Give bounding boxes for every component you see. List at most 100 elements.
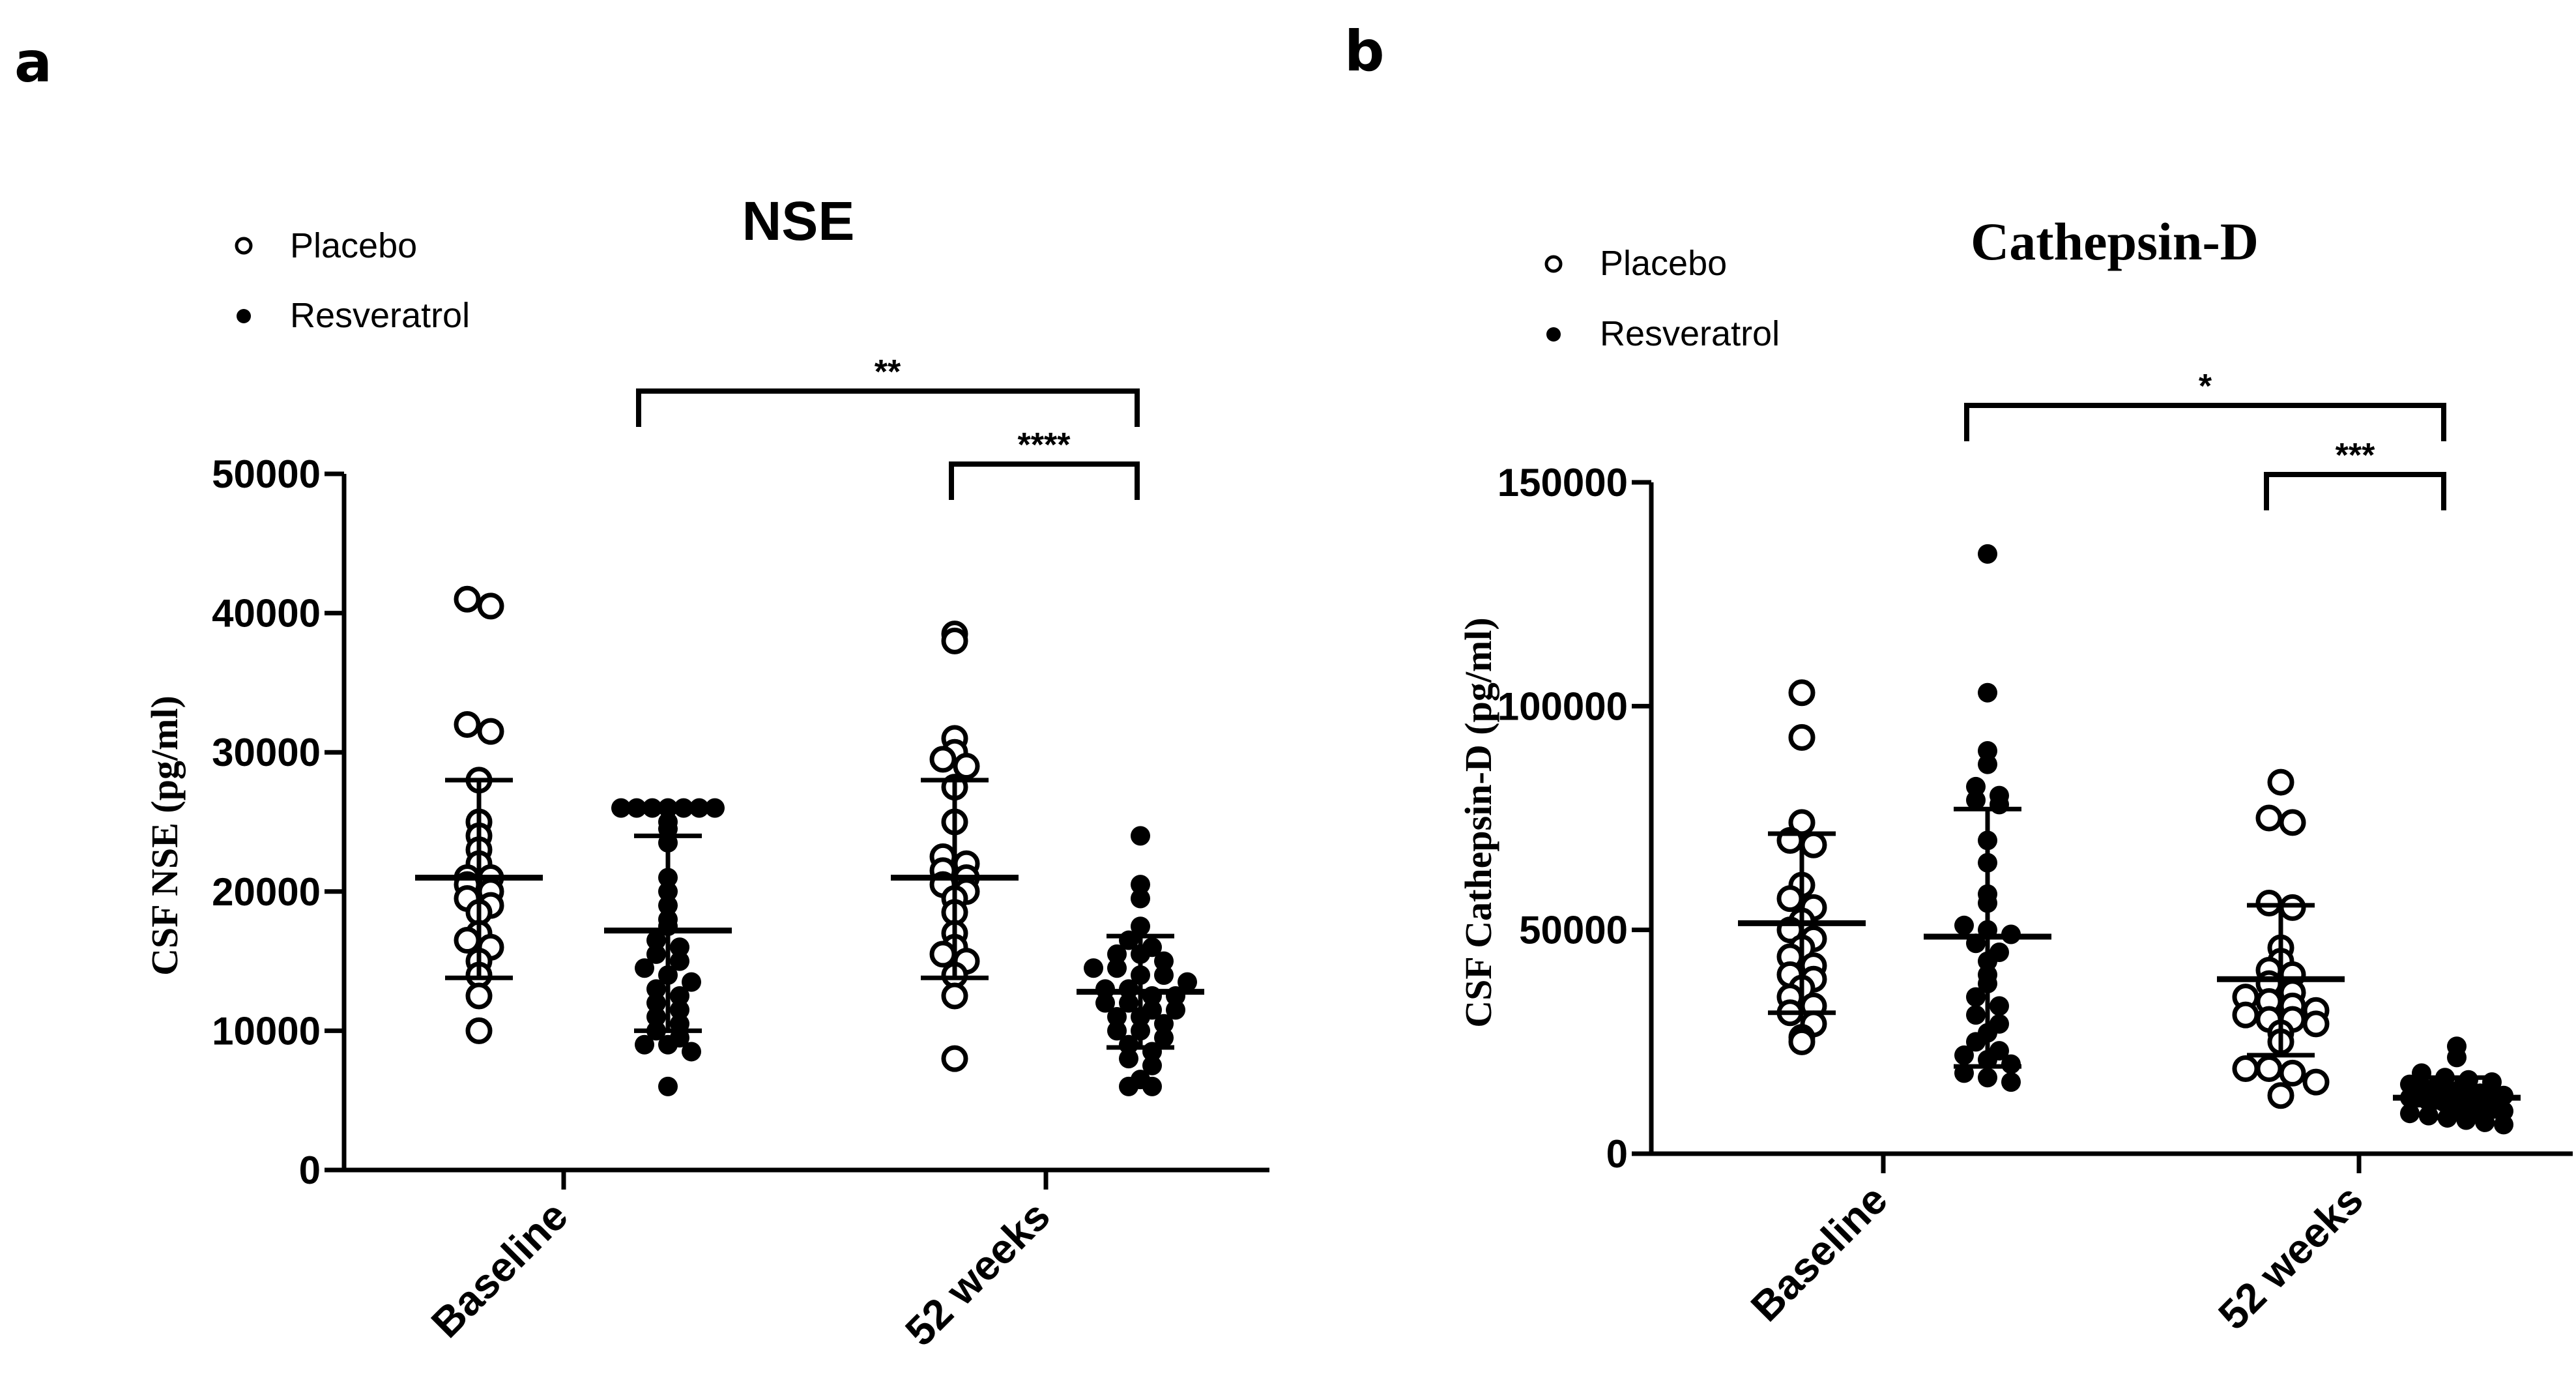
placebo-point — [2267, 1082, 2294, 1109]
resveratrol-point — [1131, 875, 1150, 895]
resveratrol-point — [1142, 1076, 1162, 1096]
panel-a-plot: 0 10000 20000 30000 40000 50000 Baseline 52 wee… — [212, 353, 1269, 1355]
placebo-point — [941, 982, 968, 1010]
legend-placebo-marker — [1544, 255, 1563, 273]
resveratrol-point — [2001, 1072, 2021, 1092]
placebo-point — [929, 746, 957, 773]
resveratrol-point — [1954, 915, 1974, 935]
y-tick-label: 0 — [299, 1148, 321, 1192]
legend-resveratrol-marker — [237, 309, 251, 323]
resveratrol-point — [689, 798, 709, 818]
placebo-point — [1800, 831, 1827, 858]
legend-placebo-marker — [235, 237, 253, 255]
placebo-point — [1788, 724, 1816, 751]
legend-resveratrol-marker — [1546, 327, 1561, 342]
placebo-point — [929, 941, 957, 968]
resveratrol-point — [1119, 1076, 1138, 1096]
resveratrol-point — [670, 951, 689, 971]
placebo-point — [1788, 679, 1816, 707]
x-category-label: 52 weeks — [2209, 1176, 2372, 1339]
resveratrol-point — [1107, 958, 1127, 978]
resveratrol-point — [646, 930, 666, 950]
placebo-point — [2255, 804, 2283, 832]
placebo-point — [2302, 1068, 2330, 1096]
placebo-point — [2302, 1010, 2330, 1038]
resveratrol-point — [1107, 1007, 1127, 1027]
panel-a-y-axis-label: CSF NSE (pg/ml) — [143, 695, 186, 976]
resveratrol-point — [646, 944, 666, 964]
y-tick-label: 40000 — [212, 592, 321, 636]
y-tick-label: 50000 — [212, 452, 321, 496]
resveratrol-point — [1966, 1005, 1986, 1025]
panel-a-title: NSE — [742, 190, 855, 252]
resveratrol-point — [2400, 1104, 2420, 1124]
y-tick-label: 50000 — [1519, 909, 1628, 952]
placebo-point — [465, 1017, 493, 1044]
resveratrol-point — [1966, 776, 1986, 797]
panel-b-legend: Placebo Resveratrol — [1544, 244, 1780, 353]
resveratrol-point — [1978, 741, 1997, 761]
y-tick-label: 30000 — [212, 731, 321, 774]
placebo-point — [2279, 809, 2306, 836]
y-tick-label: 150000 — [1498, 461, 1628, 504]
panel-b-letter: b — [1344, 19, 1385, 84]
resveratrol-point — [1131, 916, 1150, 937]
x-category-label: Baseline — [422, 1192, 577, 1347]
significance-bracket — [1964, 403, 2446, 441]
placebo-point — [1788, 1028, 1816, 1055]
resveratrol-point — [1084, 958, 1103, 978]
resveratrol-point — [1119, 1049, 1138, 1069]
resveratrol-point — [670, 1000, 689, 1020]
resveratrol-point — [658, 1034, 678, 1055]
resveratrol-point — [658, 798, 678, 818]
resveratrol-point — [1107, 944, 1127, 964]
significance-label: * — [2199, 368, 2212, 405]
resveratrol-point — [670, 986, 689, 1006]
resveratrol-point — [705, 798, 725, 818]
resveratrol-point — [2475, 1112, 2495, 1132]
resveratrol-point — [1095, 993, 1115, 1013]
y-tick-label: 0 — [1606, 1132, 1628, 1176]
significance-bracket — [636, 388, 1140, 427]
resveratrol-point — [682, 972, 701, 992]
resveratrol-point — [1154, 951, 1174, 971]
significance-label: *** — [2336, 437, 2375, 475]
placebo-point — [2255, 1055, 2283, 1083]
resveratrol-point — [1978, 754, 1997, 774]
resveratrol-point — [1131, 826, 1150, 846]
panel-b-title: Cathepsin-D — [1971, 212, 2259, 271]
resveratrol-point — [1119, 993, 1138, 1013]
legend-placebo-label: Placebo — [1600, 244, 1727, 283]
significance-label: ** — [875, 353, 901, 391]
placebo-point — [2279, 1059, 2306, 1087]
resveratrol-point — [646, 1007, 666, 1027]
resveratrol-point — [658, 1076, 678, 1096]
resveratrol-point — [1107, 1021, 1127, 1041]
resveratrol-point — [670, 937, 689, 958]
resveratrol-point — [1131, 888, 1150, 909]
legend-resveratrol-label: Resveratrol — [1600, 314, 1780, 353]
resveratrol-point — [682, 1042, 701, 1062]
resveratrol-point — [635, 1034, 654, 1055]
legend-placebo-label: Placebo — [290, 226, 417, 265]
resveratrol-point — [2494, 1115, 2513, 1135]
y-tick-label: 20000 — [212, 870, 321, 914]
resveratrol-point — [643, 798, 662, 818]
y-tick-label: 100000 — [1498, 684, 1628, 728]
resveratrol-point — [1954, 1045, 1974, 1065]
resveratrol-point — [635, 958, 654, 978]
x-category-label: 52 weeks — [896, 1192, 1059, 1355]
placebo-point — [477, 592, 504, 620]
y-tick-label: 10000 — [212, 1009, 321, 1053]
significance-bracket — [949, 461, 1140, 500]
resveratrol-point — [611, 798, 631, 818]
placebo-point — [2232, 1001, 2259, 1029]
resveratrol-point — [1966, 987, 1986, 1007]
placebo-point — [953, 753, 980, 780]
resveratrol-point — [1166, 1000, 1185, 1020]
placebo-point — [2267, 768, 2294, 796]
placebo-point — [454, 927, 481, 954]
significance-label: **** — [1018, 426, 1071, 464]
panel-a-legend: Placebo Resveratrol — [235, 226, 470, 335]
